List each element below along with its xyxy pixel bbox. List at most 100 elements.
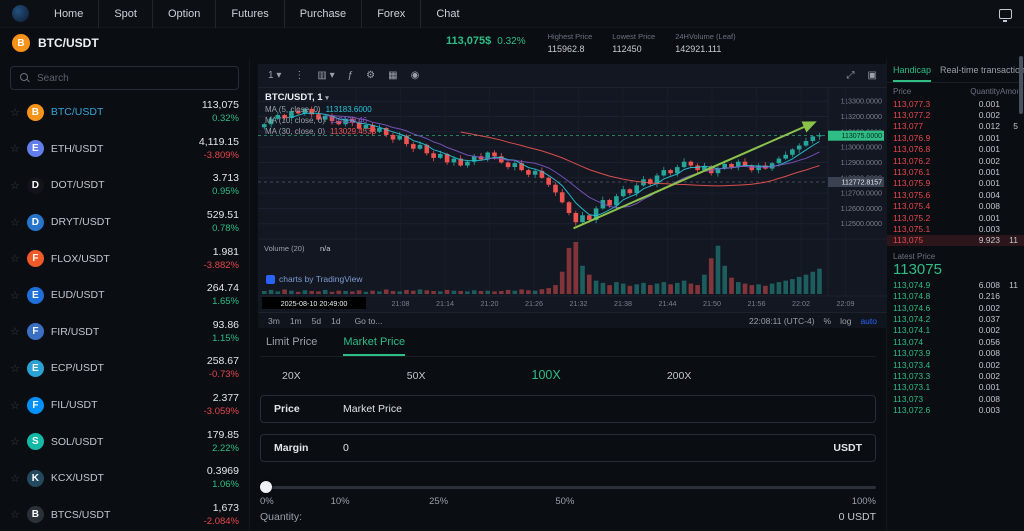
timeframe-1m[interactable]: 1m xyxy=(289,315,302,326)
logo[interactable] xyxy=(12,5,29,22)
price-field[interactable]: Price Market Price xyxy=(260,395,876,423)
leverage-20x[interactable]: 20X xyxy=(282,370,301,382)
nav-item-futures[interactable]: Futures xyxy=(215,0,283,28)
tradingview-watermark[interactable]: charts by TradingView xyxy=(266,274,362,284)
star-icon[interactable]: ☆ xyxy=(10,216,20,229)
pair-row-flox-usdt[interactable]: ☆ F FLOX/USDT 1.981 -3.882% xyxy=(0,240,249,277)
bid-row[interactable]: 113,074.6 0.002 xyxy=(887,302,1024,313)
slider-track[interactable] xyxy=(260,486,876,489)
star-icon[interactable]: ☆ xyxy=(10,362,20,375)
pair-row-eud-usdt[interactable]: ☆ E EUD/USDT 264.74 1.65% xyxy=(0,277,249,314)
bid-row[interactable]: 113,074.9 6.008 11 xyxy=(887,279,1024,290)
leverage-50x[interactable]: 50X xyxy=(406,370,426,382)
interval-dropdown[interactable]: 1 ▾ xyxy=(268,70,282,81)
star-icon[interactable]: ☆ xyxy=(10,253,20,266)
bid-row[interactable]: 113,074.8 0.216 xyxy=(887,290,1024,301)
nav-item-forex[interactable]: Forex xyxy=(361,0,420,28)
slider-knob[interactable] xyxy=(260,481,272,493)
search-box[interactable] xyxy=(10,66,239,90)
camera-icon[interactable]: ◉ xyxy=(410,70,420,81)
slider-label-50-[interactable]: 50% xyxy=(555,496,575,507)
nav-item-chat[interactable]: Chat xyxy=(420,0,474,28)
nav-item-option[interactable]: Option xyxy=(151,0,215,28)
grid-icon[interactable]: ▦ xyxy=(388,70,398,81)
leverage-200x[interactable]: 200X xyxy=(666,370,692,382)
candlestick-type-icon[interactable]: ▥ ▾ xyxy=(317,70,335,81)
bid-row[interactable]: 113,073.9 0.008 xyxy=(887,347,1024,358)
star-icon[interactable]: ☆ xyxy=(10,179,20,192)
pair-row-fil-usdt[interactable]: ☆ F FIL/USDT 2.377 -3.059% xyxy=(0,387,249,424)
pair-row-btc-usdt[interactable]: ☆ B BTC/USDT 113,075 0.32% xyxy=(0,94,249,131)
fullscreen-icon[interactable]: ⤢ xyxy=(846,70,855,81)
slider-label-100-[interactable]: 100% xyxy=(851,496,876,507)
timeframe-5d[interactable]: 5d xyxy=(311,315,322,326)
settings-icon[interactable]: ⚙ xyxy=(366,70,376,81)
orderbook-tab-handicap[interactable]: Handicap xyxy=(893,65,932,82)
ask-row[interactable]: 113,075.4 0.008 xyxy=(887,201,1024,212)
ask-row[interactable]: 113,075.6 0.004 xyxy=(887,189,1024,200)
ask-row[interactable]: 113,075.1 0.003 xyxy=(887,223,1024,234)
pair-row-kcx-usdt[interactable]: ☆ K KCX/USDT 0.3969 1.06% xyxy=(0,460,249,497)
margin-input[interactable]: 0 xyxy=(343,442,349,454)
slider-label-0-[interactable]: 0% xyxy=(260,496,274,507)
ask-row[interactable]: 113,077.3 0.001 xyxy=(887,98,1024,109)
timeframe-1d[interactable]: 1d xyxy=(331,315,341,326)
ask-row[interactable]: 113,076.1 0.001 xyxy=(887,166,1024,177)
bid-row[interactable]: 113,073.3 0.002 xyxy=(887,370,1024,381)
pair-row-ecp-usdt[interactable]: ☆ E ECP/USDT 258.67 -0.73% xyxy=(0,350,249,387)
header-stats: 113,075$ 0.32% Highest Price 115962.8 Lowe… xyxy=(446,31,736,55)
support-icon[interactable] xyxy=(999,8,1012,22)
bid-row[interactable]: 113,072.6 0.003 xyxy=(887,404,1024,415)
bid-row[interactable]: 113,073.4 0.002 xyxy=(887,359,1024,370)
pair-row-eth-usdt[interactable]: ☆ E ETH/USDT 4,119.15 -3.809% xyxy=(0,131,249,168)
ask-row[interactable]: 113,075 9.923 11 xyxy=(887,234,1024,247)
star-icon[interactable]: ☆ xyxy=(10,436,20,449)
bid-row[interactable]: 113,074.1 0.002 xyxy=(887,325,1024,336)
margin-slider[interactable]: 0% 10% 25% 50% 100% xyxy=(260,479,876,507)
slider-label-10-[interactable]: 10% xyxy=(330,496,350,507)
pair-row-dryt-usdt[interactable]: ☆ D DRYT/USDT 529.51 0.78% xyxy=(0,204,249,241)
scale-option-log[interactable]: log xyxy=(840,315,852,326)
scale-option-auto[interactable]: auto xyxy=(860,315,877,326)
pair-row-btcs-usdt[interactable]: ☆ B BTCS/USDT 1,673 -2.084% xyxy=(0,497,249,531)
star-icon[interactable]: ☆ xyxy=(10,326,20,339)
ask-row[interactable]: 113,076.9 0.001 xyxy=(887,132,1024,143)
star-icon[interactable]: ☆ xyxy=(10,399,20,412)
pair-row-sol-usdt[interactable]: ☆ S SOL/USDT 179.85 2.22% xyxy=(0,423,249,460)
orderbook-tab-real-time-transaction[interactable]: Real-time transaction xyxy=(940,65,1024,75)
timeframe-3m[interactable]: 3m xyxy=(268,315,280,326)
margin-field[interactable]: Margin 0 USDT xyxy=(260,434,876,462)
candlestick-chart[interactable]: 113300.0000113200.0000113100.0000113000.… xyxy=(258,88,887,312)
nav-item-spot[interactable]: Spot xyxy=(98,0,152,28)
scrollbar-thumb[interactable] xyxy=(1019,56,1023,114)
panels-icon[interactable]: ▣ xyxy=(867,70,877,81)
bid-row[interactable]: 113,073.1 0.001 xyxy=(887,382,1024,393)
bid-row[interactable]: 113,074.2 0.037 xyxy=(887,313,1024,324)
ask-row[interactable]: 113,076.2 0.002 xyxy=(887,155,1024,166)
nav-item-purchase[interactable]: Purchase xyxy=(283,0,361,28)
bid-row[interactable]: 113,074 0.056 xyxy=(887,336,1024,347)
nav-item-home[interactable]: Home xyxy=(54,7,84,20)
bid-row[interactable]: 113,073 0.008 xyxy=(887,393,1024,404)
star-icon[interactable]: ☆ xyxy=(10,289,20,302)
goto-button[interactable]: Go to... xyxy=(354,315,383,326)
menu-icon[interactable]: ⋮ xyxy=(294,70,305,81)
ask-row[interactable]: 113,076.8 0.001 xyxy=(887,144,1024,155)
star-icon[interactable]: ☆ xyxy=(10,143,20,156)
ask-row[interactable]: 113,075.9 0.001 xyxy=(887,178,1024,189)
ask-row[interactable]: 113,077 0.012 5 xyxy=(887,121,1024,132)
indicators-icon[interactable]: ƒ xyxy=(347,70,354,81)
tab-limit-price[interactable]: Limit Price xyxy=(266,336,318,348)
star-icon[interactable]: ☆ xyxy=(10,106,20,119)
star-icon[interactable]: ☆ xyxy=(10,472,20,485)
slider-label-25-[interactable]: 25% xyxy=(429,496,449,507)
star-icon[interactable]: ☆ xyxy=(10,509,20,522)
scale-option--[interactable]: % xyxy=(823,315,832,326)
leverage-100x[interactable]: 100X xyxy=(531,368,561,382)
pair-row-fir-usdt[interactable]: ☆ F FIR/USDT 93.86 1.15% xyxy=(0,314,249,351)
ask-row[interactable]: 113,075.2 0.001 xyxy=(887,212,1024,223)
search-input[interactable] xyxy=(37,72,229,84)
pair-row-dot-usdt[interactable]: ☆ D DOT/USDT 3.713 0.95% xyxy=(0,167,249,204)
ask-row[interactable]: 113,077.2 0.002 xyxy=(887,109,1024,120)
tab-market-price[interactable]: Market Price xyxy=(343,336,406,356)
